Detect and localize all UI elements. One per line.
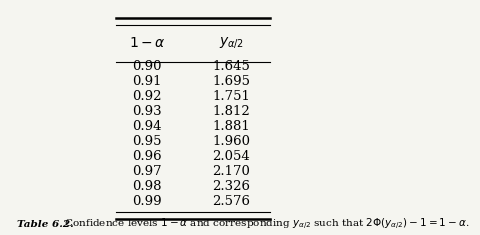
Text: Table 6.2.: Table 6.2. — [17, 219, 73, 228]
Text: Confidence levels $1 - \alpha$ and corresponding $y_{\alpha/2}$ such that $2\Phi: Confidence levels $1 - \alpha$ and corre… — [61, 216, 469, 231]
Text: 1.960: 1.960 — [212, 135, 250, 148]
Text: $y_{\alpha/2}$: $y_{\alpha/2}$ — [219, 36, 244, 51]
Text: 2.326: 2.326 — [212, 180, 250, 193]
Text: 0.98: 0.98 — [132, 180, 162, 193]
Text: 2.054: 2.054 — [213, 150, 250, 163]
Text: 1.751: 1.751 — [212, 90, 250, 103]
Text: 0.92: 0.92 — [132, 90, 162, 103]
Text: 1.645: 1.645 — [212, 60, 250, 73]
Text: 1.881: 1.881 — [213, 120, 250, 133]
Text: 1.812: 1.812 — [213, 105, 250, 118]
Text: 0.95: 0.95 — [132, 135, 162, 148]
Text: 2.576: 2.576 — [212, 196, 250, 208]
Text: 0.94: 0.94 — [132, 120, 162, 133]
Text: 0.97: 0.97 — [132, 165, 162, 178]
Text: 0.90: 0.90 — [132, 60, 162, 73]
Text: $1 - \alpha$: $1 - \alpha$ — [129, 36, 166, 50]
Text: 0.99: 0.99 — [132, 196, 162, 208]
Text: 0.91: 0.91 — [132, 75, 162, 88]
Text: 0.93: 0.93 — [132, 105, 162, 118]
Text: 0.96: 0.96 — [132, 150, 162, 163]
Text: 2.170: 2.170 — [212, 165, 250, 178]
Text: 1.695: 1.695 — [212, 75, 250, 88]
